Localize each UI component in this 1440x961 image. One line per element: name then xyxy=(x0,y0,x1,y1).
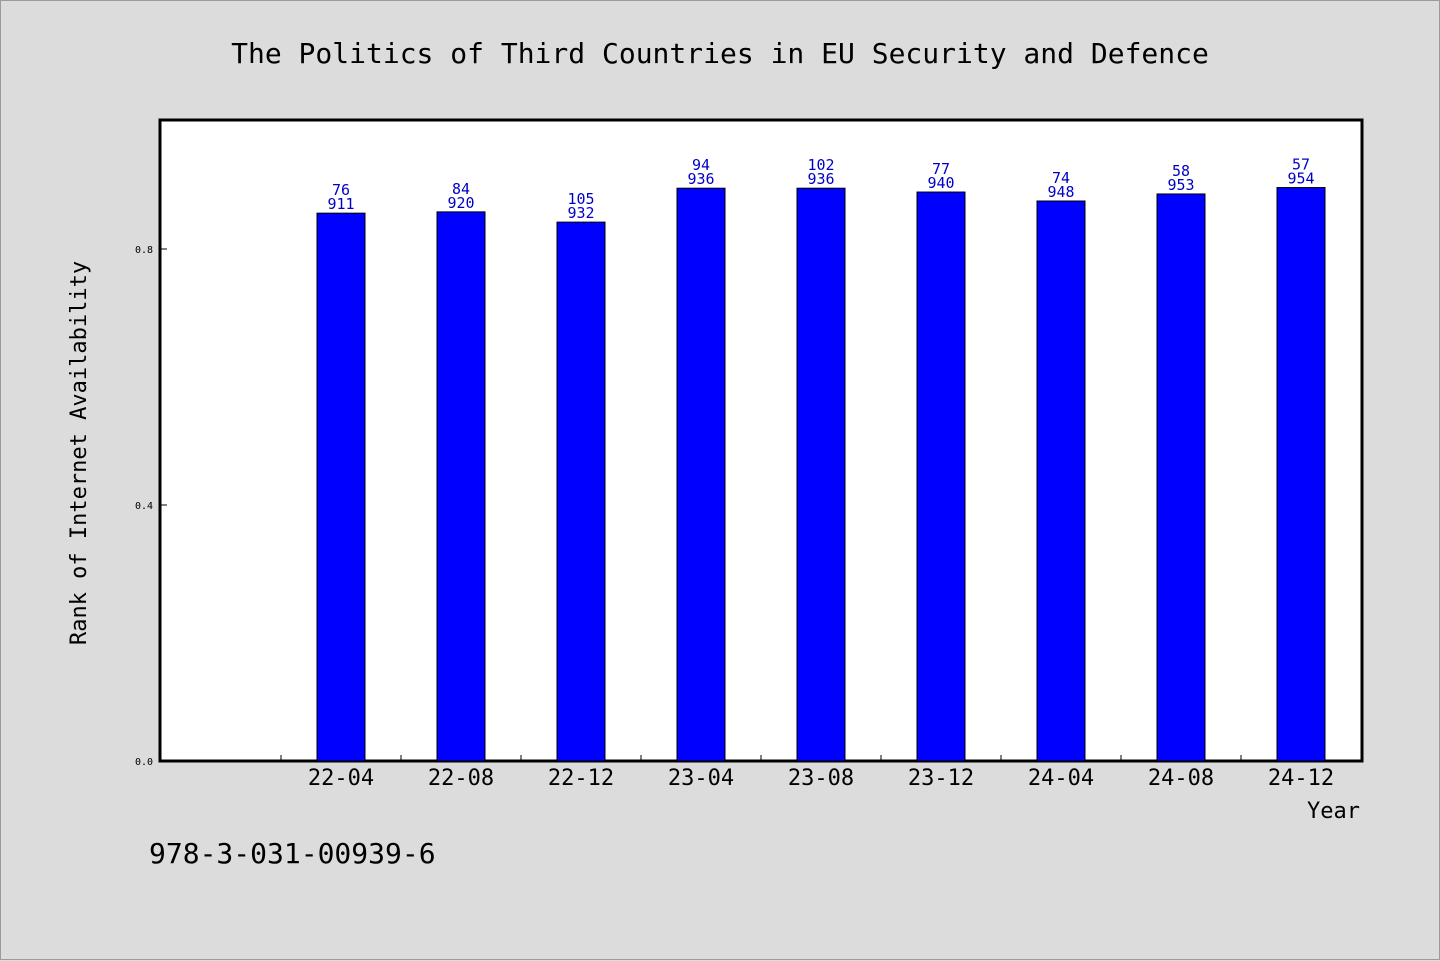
bars xyxy=(316,187,1326,762)
data-label-bottom: 953 xyxy=(1167,176,1194,194)
data-label-top: 57 xyxy=(1292,156,1310,174)
bar xyxy=(796,187,846,762)
y-tick-label: 0.8 xyxy=(135,245,153,256)
data-label-bottom: 936 xyxy=(807,170,834,188)
data-label-top: 77 xyxy=(932,160,950,178)
bar xyxy=(676,187,726,762)
data-labels: 22-047691122-088492022-1210593223-049493… xyxy=(308,156,1334,791)
x-tick-label: 24-04 xyxy=(1028,766,1094,791)
x-tick-label: 23-04 xyxy=(668,766,734,791)
bar xyxy=(316,212,366,762)
bar xyxy=(556,221,606,762)
data-label-bottom: 948 xyxy=(1047,183,1074,201)
data-label-top: 105 xyxy=(567,190,594,208)
data-label-top: 74 xyxy=(1052,169,1070,187)
isbn-label: 978-3-031-00939-6 xyxy=(149,837,436,870)
y-axis-label: Rank of Internet Availability xyxy=(67,261,92,645)
data-label-top: 94 xyxy=(692,156,710,174)
chart-title: The Politics of Third Countries in EU Se… xyxy=(231,37,1209,70)
axis-ticks: 0.0 0.4 0.8 xyxy=(135,245,1242,768)
data-label-bottom: 940 xyxy=(927,174,954,192)
x-tick-label: 24-08 xyxy=(1148,766,1214,791)
x-tick-label: 23-12 xyxy=(908,766,974,791)
x-tick-label: 24-12 xyxy=(1268,766,1334,791)
data-label-bottom: 911 xyxy=(327,195,354,213)
bar xyxy=(1036,200,1086,762)
bar xyxy=(1276,187,1326,762)
y-tick-label: 0.4 xyxy=(135,501,153,512)
bar xyxy=(916,191,966,762)
x-axis-label: Year xyxy=(1307,799,1360,824)
data-label-bottom: 920 xyxy=(447,194,474,212)
data-label-top: 102 xyxy=(807,156,834,174)
y-tick-label: 0.0 xyxy=(135,757,153,768)
x-tick-label: 22-08 xyxy=(428,766,494,791)
data-label-bottom: 936 xyxy=(687,170,714,188)
data-label-top: 84 xyxy=(452,180,470,198)
bar xyxy=(1156,193,1206,762)
data-label-top: 58 xyxy=(1172,162,1190,180)
x-tick-label: 23-08 xyxy=(788,766,854,791)
data-label-top: 76 xyxy=(332,181,350,199)
bar xyxy=(436,211,486,762)
x-tick-label: 22-04 xyxy=(308,766,374,791)
data-label-bottom: 932 xyxy=(567,204,594,222)
data-label-bottom: 954 xyxy=(1287,170,1314,188)
x-tick-label: 22-12 xyxy=(548,766,614,791)
